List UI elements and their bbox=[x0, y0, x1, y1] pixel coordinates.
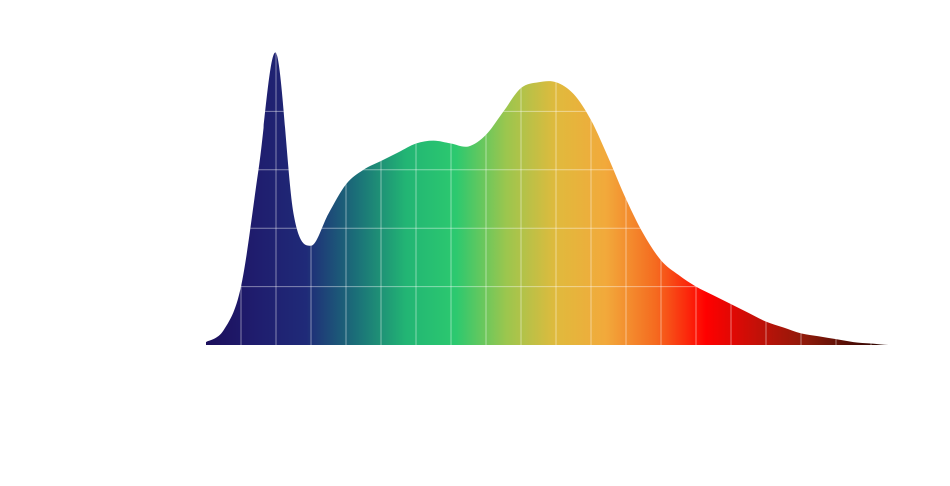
spectrum-area bbox=[206, 52, 906, 346]
grid-lines bbox=[206, 53, 906, 345]
